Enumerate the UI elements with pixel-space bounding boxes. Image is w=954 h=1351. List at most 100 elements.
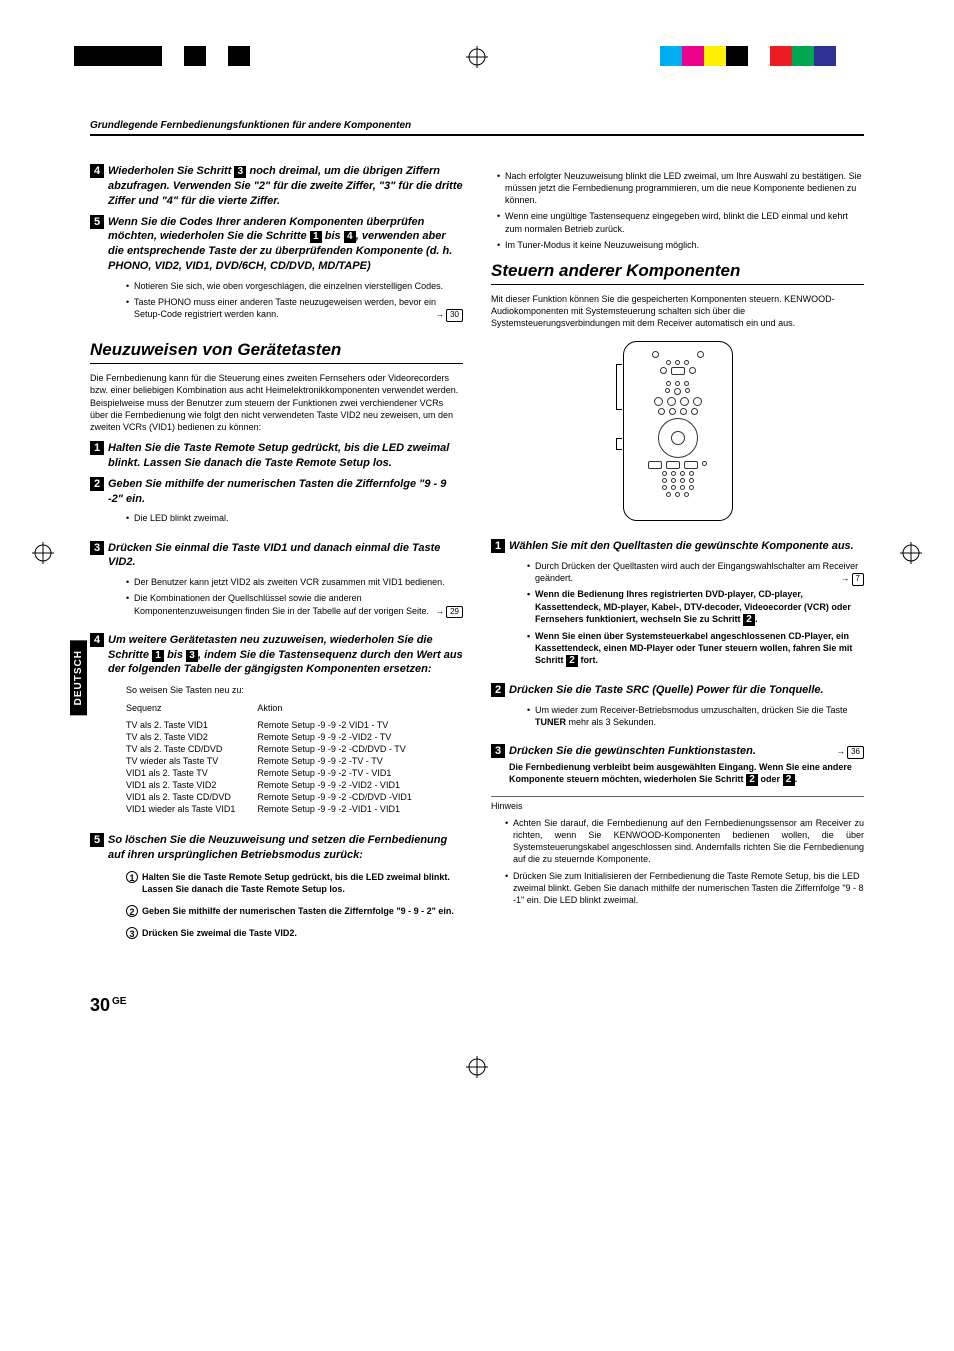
- text: .: [795, 774, 798, 784]
- cell: VID1 als 2. Taste CD/DVD: [126, 791, 257, 803]
- text: Die Fernbedienung verbleibt beim ausgewä…: [509, 762, 852, 784]
- bullet: Die LED blinkt zweimal.: [126, 512, 463, 524]
- sub-num: 1: [126, 871, 138, 883]
- bullet: Der Benutzer kann jetzt VID2 als zweiten…: [126, 576, 463, 588]
- bullet: Die Kombinationen der Quellschlüssel sow…: [126, 592, 463, 616]
- sub-num: 3: [126, 927, 138, 939]
- text: oder: [758, 774, 783, 784]
- cell: VID1 wieder als Taste VID1: [126, 803, 257, 815]
- text: Wiederholen Sie Schritt: [108, 165, 234, 177]
- cell: TV als 2. Taste CD/DVD: [126, 743, 257, 755]
- step-a2: 2 Geben Sie mithilfe der numerischen Tas…: [90, 477, 463, 535]
- left-column: 4 Wiederholen Sie Schritt 3 noch dreimal…: [90, 164, 463, 955]
- bullet: Wenn Sie einen über Systemsteuerkabel an…: [527, 630, 864, 667]
- step-num: 4: [90, 164, 104, 178]
- divider: [491, 796, 864, 797]
- reg-mark-top: [466, 46, 488, 68]
- ref-box: 4: [344, 231, 356, 243]
- cell: Remote Setup -9 -9 -2 -CD/DVD -VID1: [257, 791, 434, 803]
- lead: Drücken Sie einmal die Taste VID1 und da…: [108, 541, 463, 571]
- ref-box: 3: [186, 650, 198, 662]
- page-ref: 7: [852, 573, 864, 586]
- bullet: Im Tuner-Modus it keine Neuzuweisung mög…: [497, 239, 864, 251]
- bullet: Nach erfolgter Neuzuweisung blinkt die L…: [497, 170, 864, 206]
- lead: Wählen Sie mit den Quelltasten die gewün…: [509, 539, 864, 554]
- ref-box: 1: [310, 231, 322, 243]
- step-num: 5: [90, 833, 104, 847]
- lead: Geben Sie mithilfe der numerischen Taste…: [108, 477, 463, 507]
- sub-step: 2Geben Sie mithilfe der numerischen Tast…: [126, 905, 463, 917]
- lead: Drücken Sie die Taste SRC (Quelle) Power…: [509, 683, 864, 698]
- step-num: 2: [491, 683, 505, 697]
- step-a1: 1 Halten Sie die Taste Remote Setup gedr…: [90, 441, 463, 471]
- lead: So löschen Sie die Neuzuweisung und setz…: [108, 833, 463, 863]
- bullet-list: Achten Sie darauf, die Fernbedienung auf…: [505, 817, 864, 906]
- cell: VID1 als 2. Taste VID2: [126, 779, 257, 791]
- th: Sequenz: [126, 701, 257, 719]
- step-num: 5: [90, 215, 104, 229]
- bullet: Taste PHONO muss einer anderen Taste neu…: [126, 296, 463, 320]
- bar-right: [660, 46, 880, 66]
- bullet-list: Notieren Sie sich, wie oben vorgeschlage…: [126, 280, 463, 320]
- page-number: 30GE: [90, 995, 864, 1016]
- text: bis: [322, 230, 344, 242]
- bullet-list: Nach erfolgter Neuzuweisung blinkt die L…: [497, 170, 864, 251]
- step-a4: 4 Um weitere Gerätetasten neu zuzuweisen…: [90, 633, 463, 828]
- ref-box: 1: [152, 650, 164, 662]
- cell: Remote Setup -9 -9 -2 -TV - TV: [257, 755, 434, 767]
- page-header: Grundlegende Fernbedienungsfunktionen fü…: [90, 120, 864, 136]
- th: Aktion: [257, 701, 434, 719]
- language-tab: DEUTSCH: [70, 640, 87, 715]
- step-num: 4: [90, 633, 104, 647]
- ref-box: 3: [234, 166, 246, 178]
- cell: Remote Setup -9 -9 -2 -TV - VID1: [257, 767, 434, 779]
- step-num: 3: [491, 744, 505, 758]
- step-4: 4 Wiederholen Sie Schritt 3 noch dreimal…: [90, 164, 463, 209]
- text: Halten Sie die Taste Remote Setup gedrüc…: [142, 871, 463, 895]
- reg-mark-right: [900, 542, 922, 564]
- bullet: Achten Sie darauf, die Fernbedienung auf…: [505, 817, 864, 866]
- section-title: Steuern anderer Komponenten: [491, 261, 864, 285]
- table-body: TV als 2. Taste VID1Remote Setup -9 -9 -…: [126, 719, 434, 815]
- cell: TV wieder als Taste TV: [126, 755, 257, 767]
- sub-step: 3 Drücken Sie zweimal die Taste VID2.: [126, 927, 463, 939]
- text: Drücken Sie zweimal die Taste VID2.: [142, 927, 463, 939]
- step-b3: 3 Drücken Sie die gewünschten Funktionst…: [491, 744, 864, 786]
- reg-mark-bottom: [466, 1056, 488, 1078]
- step-num: 1: [90, 441, 104, 455]
- cell: Remote Setup -9 -9 -2 -VID1 - VID1: [257, 803, 434, 815]
- sub-steps: 1 Halten Sie die Taste Remote Setup gedrü…: [126, 871, 463, 940]
- note-title: Hinweis: [491, 801, 864, 811]
- bullet: Notieren Sie sich, wie oben vorgeschlage…: [126, 280, 463, 292]
- cell: Remote Setup -9 -9 -2 -VID2 - VID1: [257, 779, 434, 791]
- lead: Drücken Sie die gewünschten Funktionstas…: [509, 744, 756, 759]
- table-intro: So weisen Sie Tasten neu zu:: [126, 685, 463, 695]
- page-ref: 36: [847, 746, 864, 759]
- page-ref: 29: [446, 606, 463, 619]
- cell: TV als 2. Taste VID2: [126, 731, 257, 743]
- text: bis: [164, 649, 186, 661]
- step-a5: 5 So löschen Sie die Neuzuweisung und se…: [90, 833, 463, 949]
- cell: VID1 als 2. Taste TV: [126, 767, 257, 779]
- intro-text: Die Fernbedienung kann für die Steuerung…: [90, 372, 463, 433]
- page: Grundlegende Fernbedienungsfunktionen fü…: [0, 0, 954, 1106]
- bar-left: [74, 46, 294, 66]
- step-b1: 1 Wählen Sie mit den Quelltasten die gew…: [491, 539, 864, 677]
- step-a3: 3 Drücken Sie einmal die Taste VID1 und …: [90, 541, 463, 627]
- ref-box: 2: [746, 774, 758, 786]
- section-title: Neuzuweisen von Gerätetasten: [90, 340, 463, 364]
- step-5: 5 Wenn Sie die Codes Ihrer anderen Kompo…: [90, 215, 463, 331]
- reg-mark-left: [32, 542, 54, 564]
- step-b2: 2 Drücken Sie die Taste SRC (Quelle) Pow…: [491, 683, 864, 738]
- remote-illustration: [623, 341, 733, 521]
- step-num: 2: [90, 477, 104, 491]
- cell: Remote Setup -9 -9 -2 VID1 - TV: [257, 719, 434, 731]
- right-column: Nach erfolgter Neuzuweisung blinkt die L…: [491, 164, 864, 955]
- sub-step: 1 Halten Sie die Taste Remote Setup gedrü…: [126, 871, 463, 895]
- cell: TV als 2. Taste VID1: [126, 719, 257, 731]
- bullet: Um wieder zum Receiver-Betriebsmodus umz…: [527, 704, 864, 728]
- lead: Halten Sie die Taste Remote Setup gedrüc…: [108, 441, 463, 471]
- text: Geben Sie mithilfe der numerischen Taste…: [142, 905, 463, 917]
- page-ref: 30: [446, 309, 463, 322]
- cell: Remote Setup -9 -9 -2 -VID2 - TV: [257, 731, 434, 743]
